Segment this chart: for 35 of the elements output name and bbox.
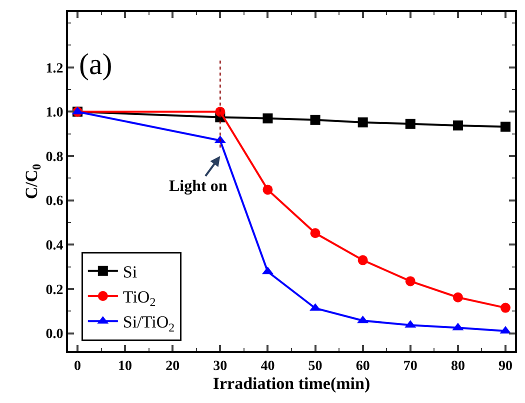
y-tick-label: 0.8 <box>46 150 64 165</box>
point <box>452 120 463 130</box>
x-tick-label: 50 <box>308 358 322 374</box>
point <box>452 292 463 302</box>
y-tick-label: 0.2 <box>46 282 64 298</box>
y-tick-label: 0.4 <box>46 238 64 254</box>
point <box>358 117 368 128</box>
x-axis-title: Irradiation time(min) <box>212 374 370 393</box>
y-tick-label: 1.2 <box>46 61 64 76</box>
x-tick-label: 60 <box>356 358 370 374</box>
legend-label: Si <box>122 262 138 282</box>
x-tick-label: 30 <box>213 358 228 374</box>
x-tick-label: 70 <box>403 358 418 374</box>
annotation: Light on <box>169 178 228 195</box>
point <box>405 118 416 129</box>
y-tick-label: 0.6 <box>46 194 64 210</box>
y-tick-label: 0.0 <box>46 327 64 342</box>
annotation: (a) <box>79 48 112 81</box>
point <box>405 276 416 286</box>
x-tick-label: 40 <box>260 358 275 374</box>
x-tick-label: 10 <box>118 358 132 374</box>
x-tick-label: 90 <box>498 358 512 374</box>
x-tick-label: 0 <box>74 358 82 374</box>
point <box>310 114 320 125</box>
point <box>310 228 320 238</box>
point <box>358 255 368 266</box>
legend-label: TiO$_{2}$ <box>122 288 156 310</box>
legend-label: Si/TiO$_{2}$ <box>122 312 175 334</box>
point <box>500 302 510 313</box>
x-tick-label: 20 <box>166 358 180 374</box>
y-tick-label: 1.0 <box>46 106 64 121</box>
point <box>262 113 273 124</box>
x-tick-label: 80 <box>450 358 465 374</box>
point <box>262 184 273 195</box>
point <box>500 122 510 132</box>
